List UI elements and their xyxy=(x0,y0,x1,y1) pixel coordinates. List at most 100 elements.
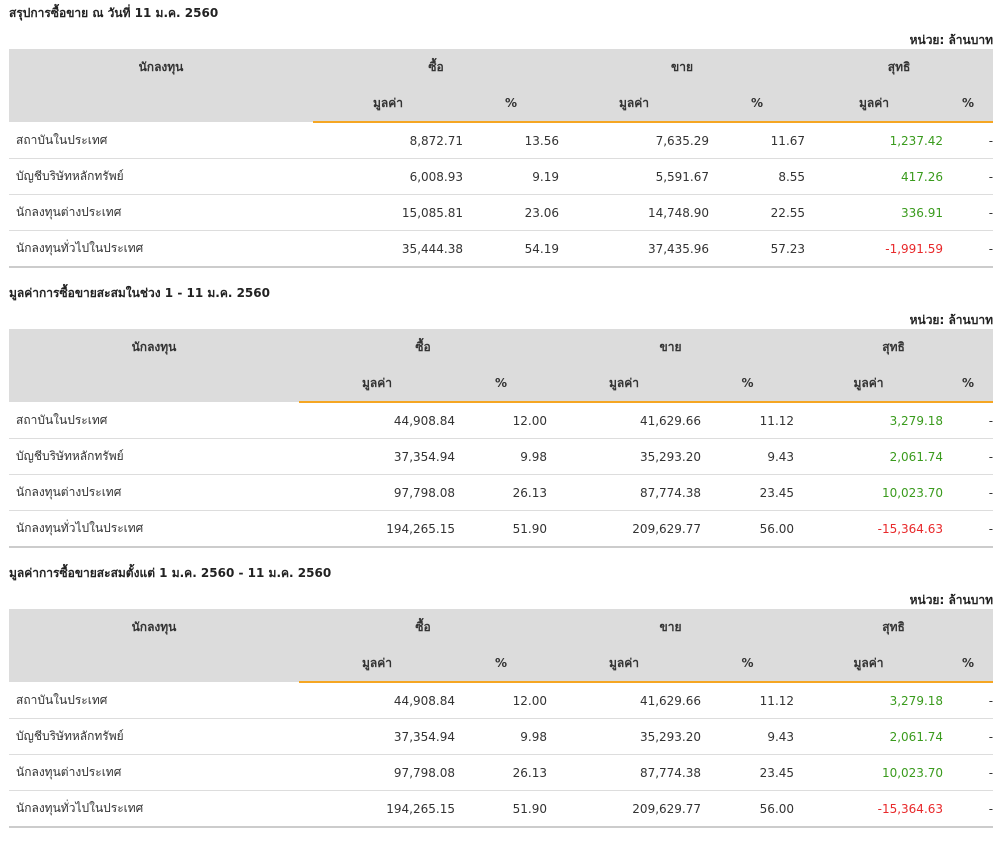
net-pct: - xyxy=(943,682,994,719)
net-pct: - xyxy=(943,790,994,828)
subheader-row: มูลค่า % มูลค่า % มูลค่า % xyxy=(9,365,994,403)
net-value: -15,364.63 xyxy=(794,790,944,828)
subheader-blank xyxy=(9,85,313,122)
investor-name: สถาบันในประเทศ xyxy=(9,402,299,439)
investor-name: นักลงทุนต่างประเทศ xyxy=(9,194,313,231)
buy-pct: 12.00 xyxy=(455,682,548,719)
section-daily: สรุปการซื้อขาย ณ วันที่ 11 ม.ค. 2560 หน่… xyxy=(9,3,994,268)
net-pct: - xyxy=(943,718,994,755)
investor-name: บัญชีบริษัทหลักทรัพย์ xyxy=(9,158,313,195)
buy-pct: 9.98 xyxy=(455,438,548,475)
sell-pct: 11.12 xyxy=(701,682,795,719)
section-period: มูลค่าการซื้อขายสะสมในช่วง 1 - 11 ม.ค. 2… xyxy=(9,283,994,548)
sell-value: 14,748.90 xyxy=(559,194,710,231)
table-row: บัญชีบริษัทหลักทรัพย์ 37,354.94 9.98 35,… xyxy=(9,438,994,475)
sell-value: 35,293.20 xyxy=(547,438,702,475)
buy-value: 15,085.81 xyxy=(313,194,463,231)
trade-table: นักลงทุน ซื้อ ขาย สุทธิ มูลค่า % มูลค่า … xyxy=(9,609,994,828)
subheader-buy-value: มูลค่า xyxy=(299,645,455,683)
table-row: นักลงทุนทั่วไปในประเทศ 194,265.15 51.90 … xyxy=(9,510,994,548)
sell-pct: 56.00 xyxy=(701,790,795,828)
sell-value: 87,774.38 xyxy=(547,474,702,511)
subheader-buy-pct: % xyxy=(463,85,560,123)
table-row: นักลงทุนทั่วไปในประเทศ 35,444.38 54.19 3… xyxy=(9,230,994,268)
subheader-buy-value: มูลค่า xyxy=(299,365,455,403)
trade-table: นักลงทุน ซื้อ ขาย สุทธิ มูลค่า % มูลค่า … xyxy=(9,329,994,548)
net-pct: - xyxy=(943,402,994,439)
subheader-buy-pct: % xyxy=(455,365,548,403)
buy-pct: 9.19 xyxy=(463,158,560,195)
subheader-sell-value: มูลค่า xyxy=(559,85,710,123)
buy-pct: 9.98 xyxy=(455,718,548,755)
net-value: 3,279.18 xyxy=(794,682,944,719)
sell-value: 209,629.77 xyxy=(547,790,702,828)
header-buy: ซื้อ xyxy=(299,329,548,365)
buy-value: 8,872.71 xyxy=(313,122,463,159)
header-sell: ขาย xyxy=(547,329,795,365)
sell-value: 41,629.66 xyxy=(547,402,702,439)
header-buy: ซื้อ xyxy=(313,49,560,85)
buy-value: 97,798.08 xyxy=(299,474,455,511)
subheader-net-pct: % xyxy=(943,365,994,403)
header-row: นักลงทุน ซื้อ ขาย สุทธิ xyxy=(9,49,994,85)
header-investor: นักลงทุน xyxy=(9,49,313,85)
subheader-sell-pct: % xyxy=(701,645,795,683)
table-row: สถาบันในประเทศ 44,908.84 12.00 41,629.66… xyxy=(9,682,994,719)
subheader-sell-value: มูลค่า xyxy=(547,645,702,683)
section-title: สรุปการซื้อขาย ณ วันที่ 11 ม.ค. 2560 xyxy=(9,6,219,20)
table-row: สถาบันในประเทศ 8,872.71 13.56 7,635.29 1… xyxy=(9,122,994,159)
table-row: นักลงทุนต่างประเทศ 97,798.08 26.13 87,77… xyxy=(9,474,994,511)
subheader-net-pct: % xyxy=(943,645,994,683)
net-value: 10,023.70 xyxy=(794,474,944,511)
sell-pct: 57.23 xyxy=(709,230,806,268)
subheader-blank xyxy=(9,365,299,402)
sell-value: 5,591.67 xyxy=(559,158,710,195)
net-value: -1,991.59 xyxy=(805,230,944,268)
buy-pct: 13.56 xyxy=(463,122,560,159)
header-row: นักลงทุน ซื้อ ขาย สุทธิ xyxy=(9,329,994,365)
unit-label: หน่วย: ล้านบาท xyxy=(909,313,993,327)
unit-label: หน่วย: ล้านบาท xyxy=(909,593,993,607)
subheader-sell-pct: % xyxy=(709,85,806,123)
net-value: 417.26 xyxy=(805,158,944,195)
subheader-buy-value: มูลค่า xyxy=(313,85,463,123)
sell-pct: 8.55 xyxy=(709,158,806,195)
net-pct: - xyxy=(943,474,994,511)
net-pct: - xyxy=(943,230,994,268)
sell-value: 41,629.66 xyxy=(547,682,702,719)
trade-table: นักลงทุน ซื้อ ขาย สุทธิ มูลค่า % มูลค่า … xyxy=(9,49,994,268)
buy-pct: 51.90 xyxy=(455,510,548,548)
net-pct: - xyxy=(943,158,994,195)
header-net: สุทธิ xyxy=(794,609,994,645)
header-net: สุทธิ xyxy=(805,49,994,85)
buy-pct: 12.00 xyxy=(455,402,548,439)
sell-pct: 11.12 xyxy=(701,402,795,439)
buy-pct: 51.90 xyxy=(455,790,548,828)
buy-pct: 54.19 xyxy=(463,230,560,268)
net-pct: - xyxy=(943,754,994,791)
sell-pct: 9.43 xyxy=(701,438,795,475)
buy-value: 37,354.94 xyxy=(299,438,455,475)
header-sell: ขาย xyxy=(547,609,795,645)
subheader-net-value: มูลค่า xyxy=(794,365,944,403)
investor-name: สถาบันในประเทศ xyxy=(9,682,299,719)
investor-name: สถาบันในประเทศ xyxy=(9,122,313,159)
net-pct: - xyxy=(943,510,994,548)
header-buy: ซื้อ xyxy=(299,609,548,645)
table-row: นักลงทุนต่างประเทศ 97,798.08 26.13 87,77… xyxy=(9,754,994,791)
sell-pct: 11.67 xyxy=(709,122,806,159)
investor-name: นักลงทุนต่างประเทศ xyxy=(9,474,299,511)
subheader-net-value: มูลค่า xyxy=(794,645,944,683)
section-title: มูลค่าการซื้อขายสะสมตั้งแต่ 1 ม.ค. 2560 … xyxy=(9,566,332,580)
sell-value: 87,774.38 xyxy=(547,754,702,791)
buy-pct: 23.06 xyxy=(463,194,560,231)
subheader-blank xyxy=(9,645,299,682)
sell-pct: 23.45 xyxy=(701,754,795,791)
subheader-row: มูลค่า % มูลค่า % มูลค่า % xyxy=(9,85,994,123)
buy-pct: 26.13 xyxy=(455,754,548,791)
table-row: นักลงทุนทั่วไปในประเทศ 194,265.15 51.90 … xyxy=(9,790,994,828)
sell-value: 35,293.20 xyxy=(547,718,702,755)
table-row: บัญชีบริษัทหลักทรัพย์ 37,354.94 9.98 35,… xyxy=(9,718,994,755)
unit-label: หน่วย: ล้านบาท xyxy=(909,33,993,47)
net-pct: - xyxy=(943,194,994,231)
